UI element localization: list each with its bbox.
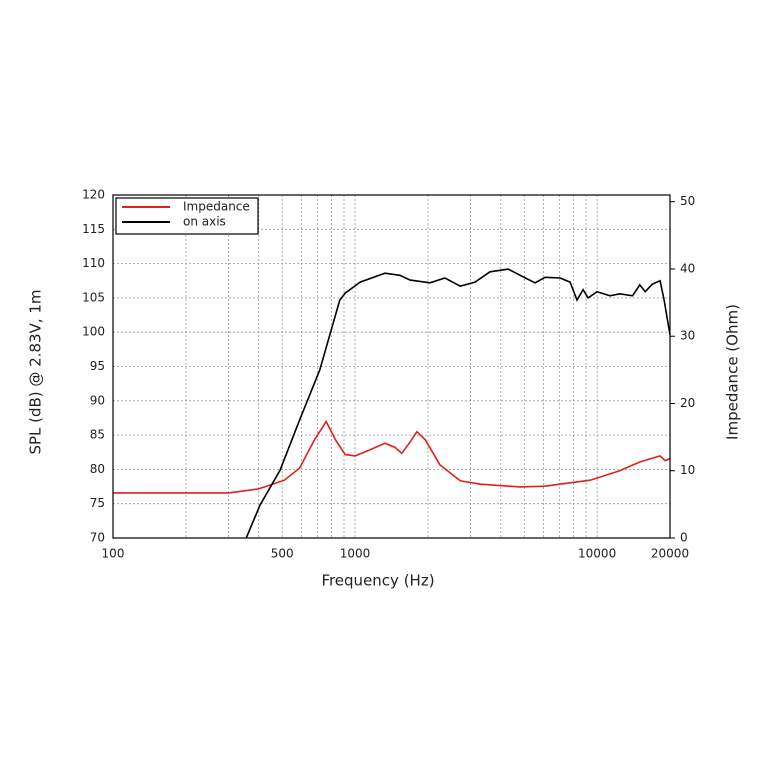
y2-tick-label: 30 bbox=[680, 329, 695, 343]
y-tick-label: 95 bbox=[90, 359, 105, 373]
y2-tick-label: 20 bbox=[680, 396, 695, 410]
legend-label: Impedance bbox=[183, 200, 250, 214]
y2-tick-label: 50 bbox=[680, 194, 695, 208]
y-tick-label: 120 bbox=[82, 188, 105, 202]
y2-axis-title: Impedance (Ohm) bbox=[724, 304, 742, 440]
series-line bbox=[113, 419, 670, 494]
series-line bbox=[245, 268, 670, 538]
x-axis-title: Frequency (Hz) bbox=[321, 572, 434, 590]
x-tick-label: 20000 bbox=[651, 547, 689, 561]
y-tick-label: 80 bbox=[90, 462, 105, 476]
y-tick-label: 105 bbox=[82, 290, 105, 304]
x-tick-label: 10000 bbox=[578, 547, 616, 561]
y2-tick-label: 0 bbox=[680, 531, 688, 545]
x-tick-label: 1000 bbox=[340, 547, 371, 561]
x-tick-label: 100 bbox=[102, 547, 125, 561]
y-tick-label: 100 bbox=[82, 325, 105, 339]
y2-tick-label: 40 bbox=[680, 261, 695, 275]
legend-box bbox=[115, 197, 259, 235]
x-tick-label: 500 bbox=[271, 547, 294, 561]
y-axis-title: SPL (dB) @ 2.83V, 1m bbox=[27, 289, 45, 454]
y-tick-label: 85 bbox=[90, 428, 105, 442]
y-tick-label: 115 bbox=[82, 222, 105, 236]
y2-tick-label: 10 bbox=[680, 463, 695, 477]
y-tick-label: 110 bbox=[82, 256, 105, 270]
legend-label: on axis bbox=[183, 215, 226, 229]
plot-frame bbox=[112, 194, 671, 539]
y-tick-label: 75 bbox=[90, 496, 105, 510]
y-tick-label: 90 bbox=[90, 393, 105, 407]
y-tick-label: 70 bbox=[90, 531, 105, 545]
